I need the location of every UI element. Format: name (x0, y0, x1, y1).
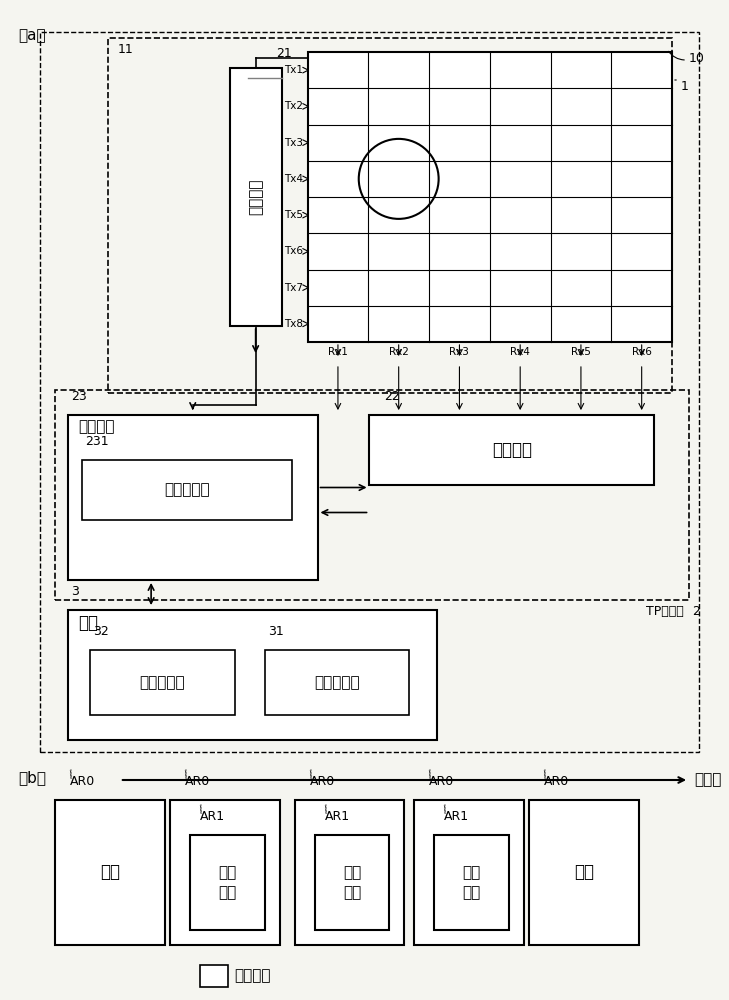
Text: 2: 2 (692, 605, 700, 618)
Text: Rx3: Rx3 (450, 347, 469, 357)
Text: AR1: AR1 (200, 810, 225, 823)
Text: /: / (183, 769, 190, 780)
Text: AR0: AR0 (429, 775, 455, 788)
Bar (55, 800, 165, 945)
Text: /: / (308, 769, 314, 780)
Text: Tx1: Tx1 (284, 65, 303, 75)
Text: 驱动电路: 驱动电路 (248, 179, 263, 215)
Text: AR0: AR0 (70, 775, 95, 788)
Bar (265, 650, 410, 715)
Text: 整体: 整体 (100, 863, 120, 882)
Text: AR1: AR1 (324, 810, 350, 823)
Bar (314, 835, 389, 930)
Text: Rx5: Rx5 (571, 347, 591, 357)
Text: 整体: 整体 (574, 863, 594, 882)
Text: /: / (322, 804, 330, 815)
Text: Tx5: Tx5 (284, 210, 303, 220)
Bar (295, 800, 405, 945)
Bar (230, 68, 281, 326)
Text: Rx4: Rx4 (510, 347, 530, 357)
Text: Rx6: Rx6 (632, 347, 652, 357)
Text: Tx7: Tx7 (284, 283, 303, 293)
Text: /: / (542, 769, 549, 780)
Bar (434, 835, 510, 930)
Text: 11: 11 (118, 43, 133, 56)
Bar (82, 460, 292, 520)
Text: 231: 231 (85, 435, 109, 448)
Text: AR0: AR0 (184, 775, 210, 788)
Bar (529, 800, 639, 945)
Text: 1: 1 (681, 80, 689, 93)
Text: Tx4: Tx4 (284, 174, 303, 184)
Text: 时间轴: 时间轴 (694, 772, 722, 788)
Bar (68, 610, 437, 740)
Bar (200, 965, 227, 987)
Text: Tx2: Tx2 (284, 101, 303, 111)
Text: Tx3: Tx3 (284, 138, 303, 148)
Text: Tx6: Tx6 (284, 246, 303, 256)
Text: 23: 23 (71, 390, 87, 403)
Text: 32: 32 (93, 625, 109, 638)
Text: 控制电路: 控制电路 (78, 419, 114, 434)
Bar (308, 52, 672, 342)
Text: （b）: （b） (18, 770, 46, 785)
Text: 扫描区域: 扫描区域 (235, 968, 271, 984)
Text: 检测电路: 检测电路 (492, 441, 531, 459)
Text: /: / (443, 804, 449, 815)
Text: 22: 22 (384, 390, 400, 403)
Bar (68, 415, 318, 580)
Bar (90, 650, 235, 715)
Text: 特定
区域: 特定 区域 (218, 865, 236, 900)
Text: 特定
区域: 特定 区域 (343, 865, 361, 900)
Text: /: / (68, 769, 75, 780)
Bar (414, 800, 524, 945)
Text: Rx2: Rx2 (389, 347, 409, 357)
Text: TP控制器: TP控制器 (647, 605, 684, 618)
Text: /: / (198, 804, 205, 815)
Text: 10: 10 (689, 52, 705, 65)
Text: 21: 21 (276, 47, 292, 60)
Bar (108, 38, 672, 393)
Bar (170, 800, 280, 945)
Text: 3: 3 (71, 585, 79, 598)
Text: 把手判别部: 把手判别部 (139, 675, 185, 690)
Bar (190, 835, 265, 930)
Text: 区域指定部: 区域指定部 (314, 675, 360, 690)
Text: 特定
区域: 特定 区域 (463, 865, 481, 900)
Text: AR0: AR0 (545, 775, 569, 788)
Text: Rx1: Rx1 (328, 347, 348, 357)
Text: AR1: AR1 (445, 810, 469, 823)
Text: Tx8: Tx8 (284, 319, 303, 329)
Text: （a）: （a） (18, 28, 46, 43)
Text: 坐标运算部: 坐标运算部 (164, 483, 209, 497)
Bar (55, 390, 689, 600)
Bar (40, 32, 699, 752)
Text: 31: 31 (268, 625, 284, 638)
Text: /: / (427, 769, 434, 780)
Text: 主机: 主机 (78, 614, 98, 632)
Bar (370, 415, 654, 485)
Text: AR0: AR0 (310, 775, 335, 788)
